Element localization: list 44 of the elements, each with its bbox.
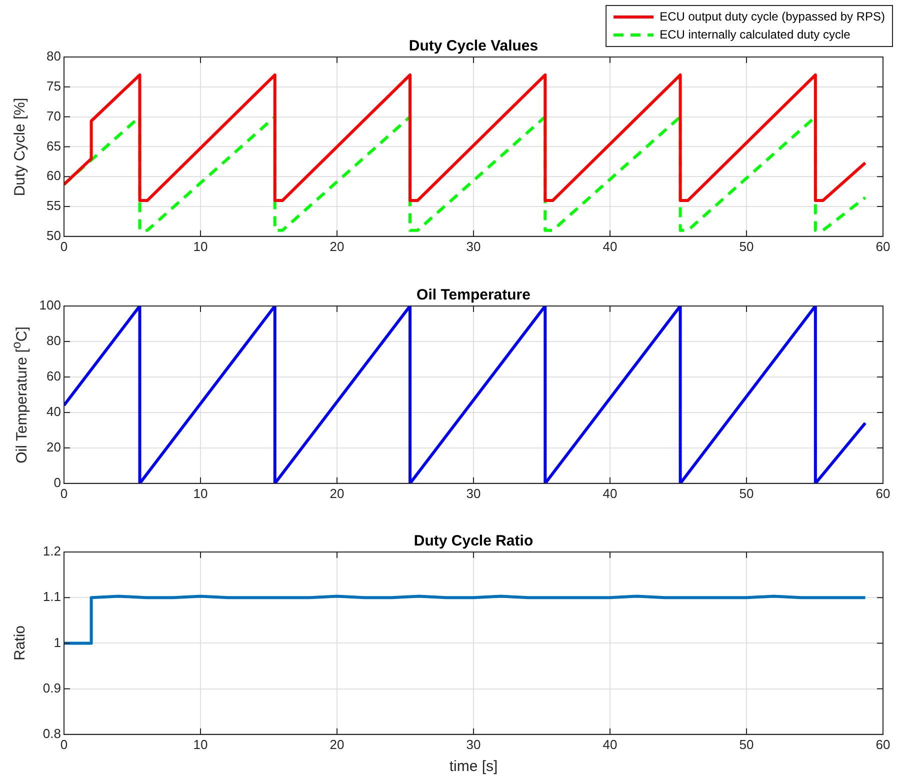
y-tick-label: 0 [54, 474, 61, 490]
y-tick-label: 1.1 [42, 589, 61, 604]
x-tick-label: 60 [876, 238, 890, 254]
y-tick-label: 20 [46, 440, 61, 454]
legend-label: ECU output duty cycle (bypassed by RPS) [660, 9, 886, 24]
y-tick-label: 75 [46, 78, 61, 94]
x-tick-label: 40 [602, 238, 618, 254]
y-tick-label: 60 [46, 368, 61, 384]
x-tick-label: 30 [466, 736, 481, 752]
y-tick-label: 65 [46, 138, 61, 154]
y-tick-label: 100 [39, 298, 61, 313]
y-axis-title: Ratio [12, 626, 28, 661]
y-tick-label: 80 [46, 48, 61, 64]
y-tick-label: 50 [46, 228, 61, 243]
legend-label: ECU internally calculated duty cycle [660, 27, 851, 42]
x-tick-label: 40 [602, 486, 618, 501]
x-tick-label: 30 [466, 238, 481, 254]
y-axis-title: Duty Cycle [%] [12, 98, 28, 196]
x-tick-label: 20 [330, 238, 344, 254]
chart-title: Duty Cycle Ratio [414, 532, 534, 550]
x-tick-label: 20 [330, 486, 344, 501]
y-tick-label: 70 [46, 108, 61, 124]
x-tick-label: 30 [466, 486, 481, 501]
x-tick-label: 50 [739, 736, 754, 752]
x-tick-label: 10 [193, 238, 208, 254]
x-tick-label: 40 [602, 736, 618, 752]
y-tick-label: 0.9 [42, 680, 61, 696]
y-tick-label: 0.8 [42, 726, 61, 741]
x-tick-label: 50 [739, 486, 754, 501]
x-tick-label: 60 [876, 486, 890, 501]
y-tick-label: 55 [46, 198, 61, 214]
chart-title: Oil Temperature [416, 286, 530, 304]
y-tick-label: 1 [54, 634, 61, 650]
chart-title: Duty Cycle Values [408, 38, 538, 55]
y-tick-label: 60 [46, 168, 61, 184]
x-tick-label: 10 [193, 486, 208, 501]
y-tick-label: 80 [46, 333, 61, 348]
y-tick-label: 1.2 [42, 544, 61, 559]
x-tick-label: 60 [876, 736, 890, 752]
x-axis-title: time [s] [449, 758, 498, 776]
x-tick-label: 50 [739, 238, 754, 254]
x-tick-label: 20 [330, 736, 344, 752]
x-tick-label: 10 [193, 736, 208, 752]
y-tick-label: 40 [46, 404, 61, 420]
